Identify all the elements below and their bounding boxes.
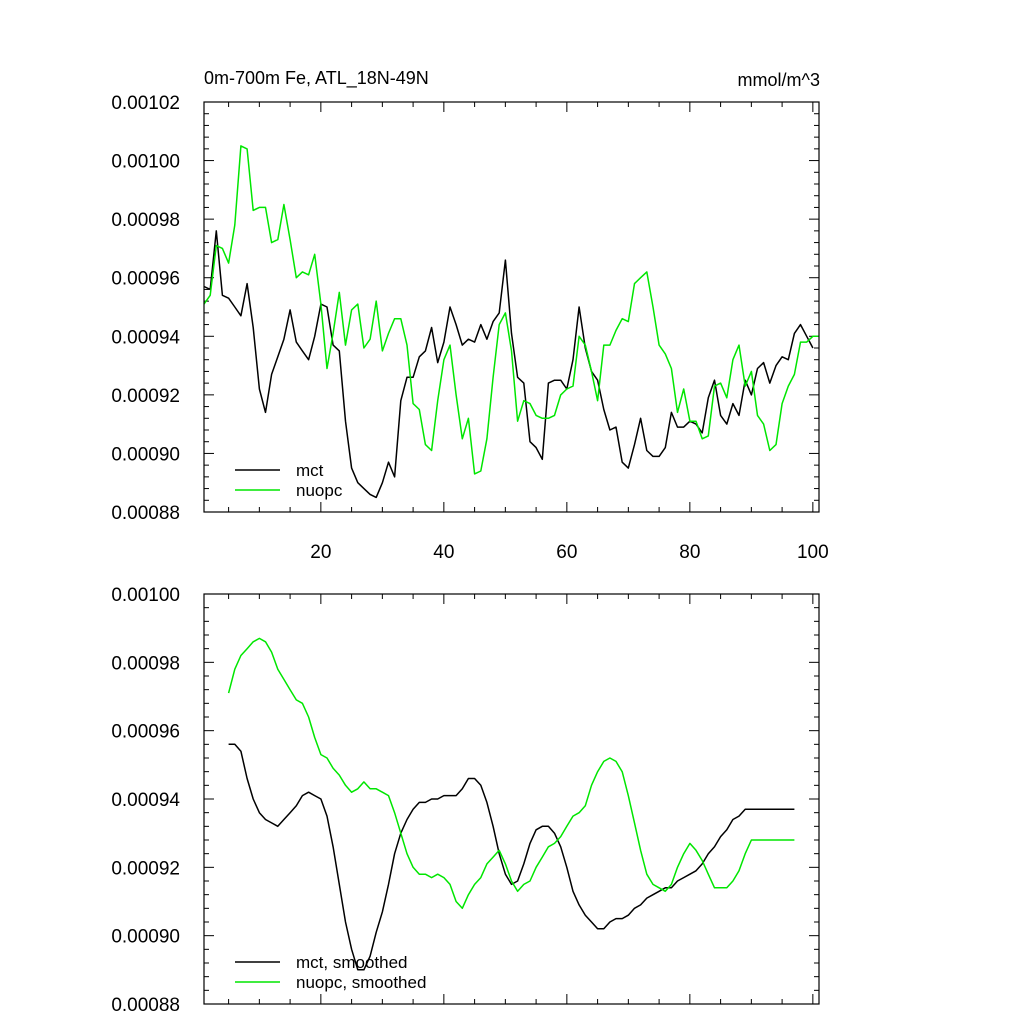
y-tick-label: 0.00088 (111, 503, 180, 524)
units-label: mmol/m^3 (738, 70, 820, 90)
plot-frame (203, 593, 820, 1005)
series-line-nuopc (203, 145, 819, 475)
plot-area: 0.00088 0.00090 0.00092 0.00094 0.00096 0.000… (111, 93, 828, 563)
y-tick-label: 0.00096 (111, 722, 180, 743)
legend-label-nuopc-smoothed: nuopc, smoothed (296, 973, 426, 992)
y-tick-label: 0.00090 (111, 927, 180, 948)
x-tick-label: 100 (797, 542, 829, 563)
y-tick-label: 0.00092 (111, 858, 180, 879)
bottom-panel: 0.00088 0.00090 0.00092 0.00094 0.00096 0.000… (111, 585, 820, 1016)
y-tick-label: 0.00094 (111, 327, 180, 348)
y-tick-label: 0.00094 (111, 790, 180, 811)
series-line-mct-smoothed (228, 743, 795, 971)
y-tick-label: 0.00096 (111, 269, 180, 290)
y-tick-label: 0.00102 (111, 93, 180, 114)
legend: mct, smoothed nuopc, smoothed (235, 953, 426, 992)
y-tick-label: 0.00092 (111, 386, 180, 407)
x-tick-label: 80 (679, 542, 700, 563)
legend-label-mct-smoothed: mct, smoothed (296, 953, 408, 972)
plot-area: 0.00088 0.00090 0.00092 0.00094 0.00096 0.000… (111, 585, 819, 1016)
x-tick-label: 40 (433, 542, 454, 563)
series-line-mct (203, 230, 814, 499)
legend-label-mct: mct (296, 461, 324, 480)
top-panel: 0m-700m Fe, ATL_18N-49N mmol/m^3 0.00088… (111, 68, 828, 563)
x-tick-label: 20 (310, 542, 331, 563)
y-tick-label: 0.00090 (111, 444, 180, 465)
y-tick-label: 0.00098 (111, 653, 180, 674)
y-tick-label: 0.00088 (111, 995, 180, 1016)
series-line-nuopc-smoothed (227, 637, 795, 910)
y-tick-label: 0.00098 (111, 210, 180, 231)
plot-frame (203, 101, 820, 513)
x-tick-label: 60 (556, 542, 577, 563)
chart-title: 0m-700m Fe, ATL_18N-49N (204, 68, 429, 89)
legend: mct nuopc (235, 461, 343, 500)
y-tick-label: 0.00100 (111, 152, 180, 173)
y-tick-label: 0.00100 (111, 585, 180, 606)
legend-label-nuopc: nuopc (296, 481, 343, 500)
